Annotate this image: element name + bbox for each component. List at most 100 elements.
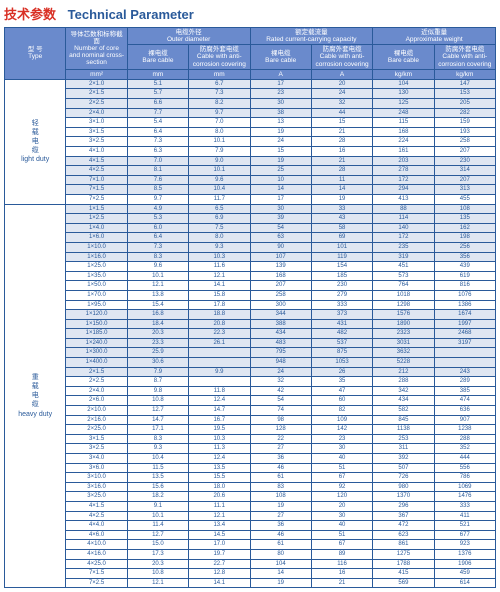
table-cell: 8.3: [127, 434, 188, 444]
hdr-od-bare: 裸电缆Bare cable: [127, 45, 188, 69]
table-cell: 1076: [434, 290, 495, 300]
table-cell: 3×6.0: [66, 463, 127, 473]
table-cell: 38: [250, 108, 311, 118]
table-cell: 795: [250, 348, 311, 358]
table-cell: 7×1.5: [66, 569, 127, 579]
table-cell: 9.1: [127, 501, 188, 511]
table-cell: 6.5: [189, 204, 250, 214]
table-cell: 875: [311, 348, 372, 358]
table-cell: 2×16.0: [66, 415, 127, 425]
table-cell: 14: [250, 185, 311, 195]
table-cell: 135: [434, 214, 495, 224]
table-cell: 19.7: [189, 549, 250, 559]
table-cell: 392: [373, 454, 434, 464]
table-cell: 3×1.0: [66, 118, 127, 128]
table-cell: 12.1: [127, 578, 188, 588]
parameter-table: 型 号Type 导体芯数和标称截面Number of core and nomi…: [4, 27, 496, 588]
table-cell: 1476: [434, 492, 495, 502]
table-cell: 3×10.0: [66, 473, 127, 483]
table-cell: 573: [373, 271, 434, 281]
table-cell: 14: [250, 569, 311, 579]
table-cell: 235: [373, 242, 434, 252]
table-cell: 677: [434, 530, 495, 540]
table-cell: 537: [311, 338, 372, 348]
table-cell: 12.1: [189, 511, 250, 521]
table-cell: 300: [250, 300, 311, 310]
table-cell: 14.7: [127, 415, 188, 425]
table-cell: 7.9: [127, 367, 188, 377]
table-cell: 333: [434, 501, 495, 511]
table-cell: 19: [250, 127, 311, 137]
table-cell: 4×1.5: [66, 156, 127, 166]
table-cell: 313: [434, 185, 495, 195]
hdr-wt-cov: 防腐外套电缆Cable with anti-corrosion covering: [434, 45, 495, 69]
table-cell: 2×1.5: [66, 89, 127, 99]
table-cell: 1×10.0: [66, 242, 127, 252]
hdr-rc-cov: 防腐外套电缆Cable with anti-corrosion covering: [311, 45, 372, 69]
table-cell: 411: [434, 511, 495, 521]
table-cell: 17: [250, 194, 311, 204]
table-cell: 14.5: [189, 530, 250, 540]
hdr-core: 导体芯数和标称截面Number of core and nominal cros…: [66, 28, 127, 70]
table-cell: 7×2.5: [66, 578, 127, 588]
table-cell: 296: [373, 501, 434, 511]
table-cell: 20.3: [127, 329, 188, 339]
table-cell: 47: [311, 386, 372, 396]
table-cell: 18.0: [189, 482, 250, 492]
table-cell: 2×2.5: [66, 377, 127, 387]
table-cell: 20.8: [189, 319, 250, 329]
table-cell: 60: [311, 396, 372, 406]
table-cell: 2×1.5: [66, 367, 127, 377]
table-cell: 108: [434, 204, 495, 214]
table-cell: 7.7: [127, 108, 188, 118]
table-cell: 1×35.0: [66, 271, 127, 281]
table-cell: 30.6: [127, 358, 188, 368]
table-cell: 21: [311, 156, 372, 166]
table-cell: 1×4.0: [66, 223, 127, 233]
table-cell: 28: [311, 137, 372, 147]
table-cell: 115: [373, 118, 434, 128]
table-cell: 90: [250, 242, 311, 252]
table-cell: 388: [250, 319, 311, 329]
table-cell: 74: [250, 406, 311, 416]
table-cell: 726: [373, 473, 434, 483]
table-cell: 16: [311, 147, 372, 157]
hdr-od: 电缆外径Outer diameter: [127, 28, 250, 45]
table-cell: 161: [373, 147, 434, 157]
table-cell: 7.3: [127, 242, 188, 252]
table-cell: 3×4.0: [66, 454, 127, 464]
table-cell: 4×25.0: [66, 559, 127, 569]
table-cell: 556: [434, 463, 495, 473]
table-cell: 3197: [434, 338, 495, 348]
table-cell: 36: [250, 521, 311, 531]
table-cell: 10.1: [189, 166, 250, 176]
hdr-u-kg2: kg/km: [434, 69, 495, 79]
table-cell: 1376: [434, 549, 495, 559]
table-cell: 7.9: [189, 147, 250, 157]
table-cell: 8.7: [127, 377, 188, 387]
table-cell: 3×1.5: [66, 127, 127, 137]
table-cell: 907: [434, 415, 495, 425]
table-cell: 6.0: [127, 223, 188, 233]
table-cell: 623: [373, 530, 434, 540]
table-cell: 15.4: [127, 300, 188, 310]
table-cell: 6.3: [127, 147, 188, 157]
type-label: 轻载电缆light duty: [5, 79, 66, 204]
table-cell: 243: [434, 367, 495, 377]
table-cell: 1×300.0: [66, 348, 127, 358]
table-cell: 16.7: [189, 415, 250, 425]
table-cell: 14.1: [189, 578, 250, 588]
table-cell: 43: [311, 214, 372, 224]
table-cell: 923: [434, 540, 495, 550]
table-cell: 147: [434, 79, 495, 89]
table-cell: 15: [250, 147, 311, 157]
table-cell: 10.1: [127, 271, 188, 281]
table-cell: 816: [434, 281, 495, 291]
table-cell: 3×2.5: [66, 137, 127, 147]
table-cell: 2×25.0: [66, 425, 127, 435]
table-cell: 636: [434, 406, 495, 416]
table-cell: 4×1.0: [66, 147, 127, 157]
table-cell: 67: [311, 473, 372, 483]
table-cell: 521: [434, 521, 495, 531]
table-cell: 19: [250, 578, 311, 588]
